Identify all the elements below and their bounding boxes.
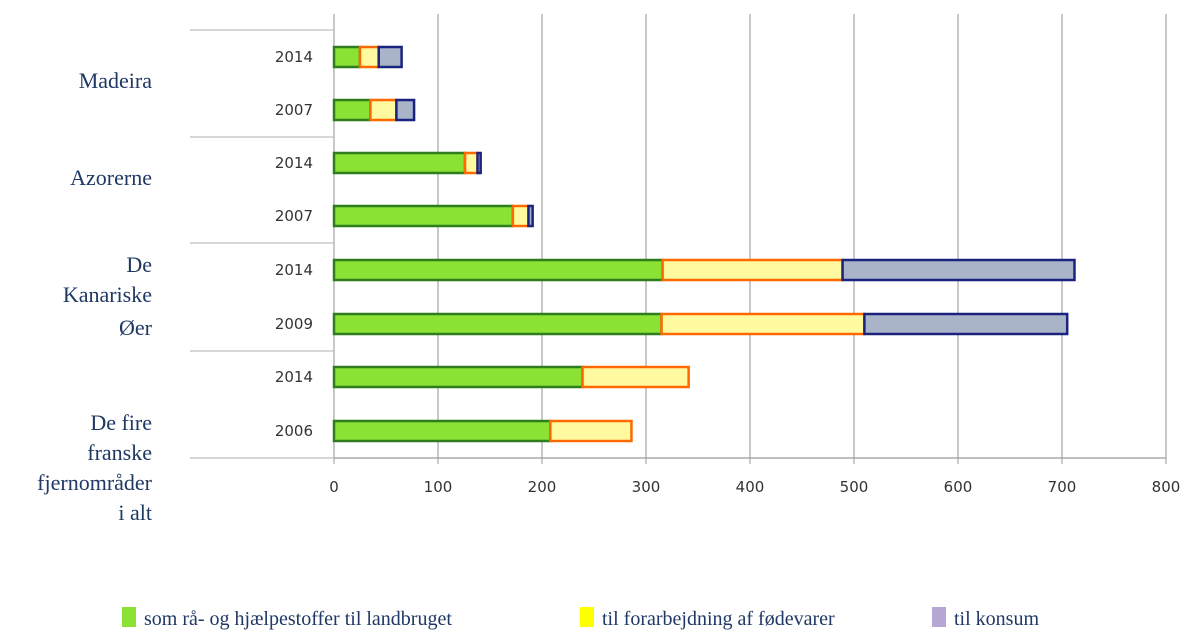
group-label: Kanariske xyxy=(63,282,152,307)
year-label: 2006 xyxy=(275,422,313,440)
group-label: franske xyxy=(87,440,152,465)
group-label: i alt xyxy=(118,500,152,525)
legend-swatch xyxy=(122,607,136,627)
legend-label: som rå- og hjælpestoffer til landbruget xyxy=(144,608,452,630)
bar-segment xyxy=(332,204,515,228)
bar-segment xyxy=(377,45,403,69)
group-label: Øer xyxy=(119,315,153,340)
x-tick-label: 600 xyxy=(944,478,973,496)
group-label: fjernområder xyxy=(37,470,152,495)
x-tick-label: 400 xyxy=(736,478,765,496)
year-label: 2014 xyxy=(275,154,313,172)
bar-segment xyxy=(549,419,633,443)
bar-segment xyxy=(841,258,1076,282)
legend-swatch xyxy=(932,607,946,627)
x-tick-label: 0 xyxy=(329,478,339,496)
x-tick-label: 800 xyxy=(1152,478,1181,496)
bar-segment xyxy=(661,258,844,282)
legend-label: til konsum xyxy=(954,608,1039,630)
x-tick-label: 300 xyxy=(632,478,661,496)
year-label: 2014 xyxy=(275,368,313,386)
bar-segment xyxy=(332,365,584,389)
group-label: De xyxy=(126,252,152,277)
x-tick-label: 100 xyxy=(424,478,453,496)
x-tick-label: 500 xyxy=(840,478,869,496)
bar-segment xyxy=(511,204,530,228)
bar-segment xyxy=(463,151,479,175)
bar-segment xyxy=(395,98,416,122)
bar-segment xyxy=(863,312,1069,336)
bar-segment xyxy=(369,98,398,122)
bar-segment xyxy=(332,98,372,122)
year-label: 2007 xyxy=(275,101,313,119)
bar-segment xyxy=(527,204,534,228)
legend-label: til forarbejdning af fødevarer xyxy=(602,608,835,630)
bar-segment xyxy=(660,312,866,336)
bar-segment xyxy=(358,45,380,69)
year-label: 2014 xyxy=(275,261,313,279)
bar-segment xyxy=(332,151,467,175)
bar-segment xyxy=(332,45,362,69)
bar-segment xyxy=(332,258,664,282)
bar-segment xyxy=(332,419,552,443)
legend-swatch xyxy=(580,607,594,627)
bar-segment xyxy=(476,151,482,175)
x-tick-label: 200 xyxy=(528,478,557,496)
year-label: 2007 xyxy=(275,207,313,225)
year-label: 2014 xyxy=(275,48,313,66)
group-label: Azorerne xyxy=(70,165,152,190)
group-label: De fire xyxy=(90,410,152,435)
bar-segment xyxy=(581,365,690,389)
year-label: 2009 xyxy=(275,315,313,333)
group-label: Madeira xyxy=(79,68,153,93)
bar-segment xyxy=(332,312,663,336)
x-tick-label: 700 xyxy=(1048,478,1077,496)
